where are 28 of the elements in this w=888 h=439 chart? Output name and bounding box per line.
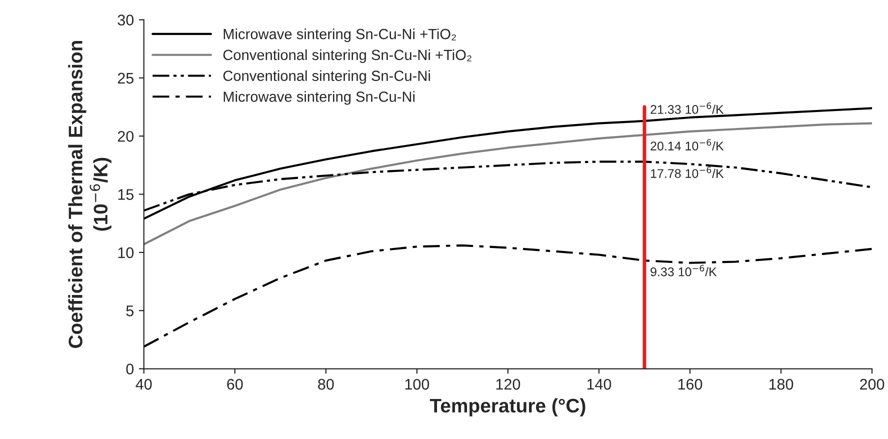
- y-tick-label: 25: [118, 72, 134, 84]
- x-tick-label: 60: [227, 378, 243, 390]
- x-tick-label: 80: [318, 378, 334, 390]
- y-tick-label: 10: [118, 247, 134, 258]
- legend-label: Microwave sintering Sn-Cu-Ni +TiO₂: [224, 28, 456, 42]
- legend-label: Microwave sintering Sn-Cu-Ni: [224, 91, 415, 105]
- x-tick-label: 140: [587, 378, 612, 390]
- y-axis-title: Coefficient of Thermal Expansion (10$^{−6}$/K): [68, 40, 112, 348]
- annotation: 17.78 10$^{−6}$/K: [650, 166, 724, 178]
- x-tick-label: 160: [678, 378, 702, 390]
- y-tick-label: 15: [118, 189, 134, 200]
- x-tick-label: 180: [769, 378, 794, 390]
- annotation: 20.14 10$^{−6}$/K: [650, 139, 724, 150]
- y-tick-label: 30: [118, 14, 134, 26]
- y-tick-label: 20: [118, 130, 134, 142]
- x-axis-title: Temperature (°C): [430, 398, 586, 416]
- x-tick-label: 120: [496, 378, 520, 390]
- line-series: [144, 244, 872, 348]
- x-tick-label: 40: [136, 378, 152, 390]
- annotation: 9.33 10$^{−6}$/K: [650, 264, 717, 276]
- legend-label: Conventional sintering Sn-Cu-Ni: [223, 70, 430, 84]
- x-tick-label: 200: [860, 378, 884, 390]
- line-series: [144, 122, 872, 246]
- x-tick-label: 100: [405, 378, 430, 390]
- y-tick-label: 5: [126, 306, 134, 316]
- annotation: 21.33 10$^{−6}$/K: [650, 102, 724, 114]
- legend-label: Conventional sintering Sn-Cu-Ni +TiO₂: [223, 49, 472, 63]
- y-tick-label: 0: [126, 364, 134, 374]
